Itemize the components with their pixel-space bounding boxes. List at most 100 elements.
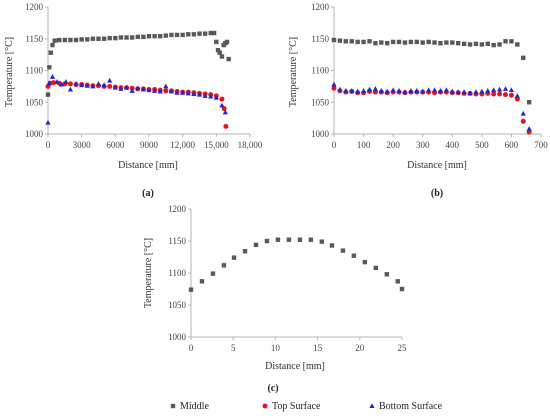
- x-axis-label-b: Distance [mm]: [407, 160, 467, 171]
- data-point: [473, 41, 479, 47]
- data-point: [202, 31, 208, 36]
- data-point: [520, 110, 526, 116]
- data-point: [485, 41, 490, 47]
- data-point: [186, 32, 191, 37]
- x-tick-label: 0: [46, 140, 51, 150]
- data-point: [191, 91, 197, 96]
- y-tick-label: 1150: [311, 34, 329, 44]
- data-point: [101, 82, 107, 88]
- y-tick-label: 1000: [25, 129, 44, 139]
- data-point: [444, 40, 449, 45]
- y-axis-label-c: Temperature [°C]: [143, 238, 154, 308]
- data-point: [242, 249, 248, 254]
- x-tick-label: 100: [357, 140, 371, 150]
- data-point: [219, 102, 225, 108]
- x-axis-label-a: Distance [mm]: [118, 160, 178, 171]
- data-point: [58, 81, 65, 87]
- data-point: [123, 84, 130, 90]
- data-point: [408, 39, 414, 45]
- data-point: [521, 55, 526, 60]
- series-middle-a: [45, 30, 231, 97]
- data-point: [163, 33, 169, 38]
- data-point: [414, 39, 419, 45]
- data-point: [174, 89, 180, 95]
- data-point: [48, 50, 54, 55]
- data-point: [509, 39, 514, 44]
- series-top-surface-b: [331, 85, 532, 135]
- data-point: [443, 87, 449, 93]
- data-point: [479, 88, 485, 94]
- data-point: [264, 238, 270, 244]
- legend: Middle Top Surface Bottom Surface: [170, 401, 443, 412]
- data-point: [515, 42, 520, 47]
- legend-label-bottom-surface: Bottom Surface: [379, 401, 443, 412]
- data-point: [135, 34, 140, 40]
- data-point: [372, 86, 378, 91]
- data-point: [449, 88, 455, 94]
- data-point: [191, 32, 197, 37]
- data-point: [163, 83, 169, 89]
- data-point: [96, 36, 101, 41]
- data-point: [414, 88, 420, 93]
- data-point: [503, 39, 508, 44]
- data-point: [390, 39, 396, 45]
- data-point: [497, 86, 503, 92]
- panel-label-b: (b): [431, 188, 443, 199]
- data-point: [396, 39, 402, 45]
- data-point: [420, 40, 425, 45]
- data-point: [461, 89, 467, 95]
- data-point: [520, 118, 526, 124]
- chart-panel-b: Temperature [°C] Distance [mm] (b) 10001…: [288, 2, 548, 199]
- x-tick-label: 200: [386, 140, 400, 150]
- data-point: [395, 279, 400, 284]
- data-point: [157, 88, 163, 94]
- panel-label-c: (c): [267, 383, 278, 394]
- panel-label-a: (a): [142, 188, 154, 199]
- x-tick-label: 500: [475, 140, 489, 150]
- legend-label-middle: Middle: [180, 401, 209, 412]
- data-point: [373, 265, 379, 271]
- data-point: [329, 243, 335, 248]
- data-point: [497, 91, 503, 97]
- y-tick-label: 1150: [25, 34, 43, 44]
- data-point: [214, 39, 219, 45]
- x-tick-label: 700: [534, 140, 548, 150]
- y-tick-label: 1000: [168, 332, 187, 342]
- data-point: [456, 40, 461, 46]
- data-point: [491, 42, 496, 48]
- data-point: [49, 74, 56, 79]
- data-point: [129, 35, 135, 40]
- data-point: [68, 37, 73, 43]
- chart-panel-c: Temperature [°C] Distance [mm] (c) 1000 1…: [143, 204, 407, 394]
- data-point: [90, 36, 96, 41]
- data-point: [384, 272, 390, 277]
- x-tick-label: 9000: [140, 140, 159, 150]
- x-tick-label: 18,000: [238, 140, 263, 150]
- y-tick-label: 1050: [25, 97, 44, 107]
- data-point: [73, 81, 79, 86]
- data-point: [219, 96, 225, 102]
- data-point: [379, 40, 384, 45]
- data-point: [210, 271, 216, 276]
- data-point: [349, 88, 355, 93]
- data-point: [196, 91, 203, 97]
- data-point: [223, 123, 229, 129]
- data-point: [73, 37, 79, 43]
- data-point: [362, 259, 368, 265]
- data-point: [174, 32, 180, 38]
- data-point: [275, 237, 281, 242]
- data-point: [473, 89, 479, 95]
- data-point: [129, 88, 135, 93]
- data-point: [426, 87, 432, 93]
- data-point: [79, 37, 84, 42]
- data-point: [438, 40, 443, 46]
- data-point: [479, 42, 485, 47]
- data-point: [491, 91, 497, 97]
- data-point: [337, 86, 343, 92]
- x-tick-label: 600: [505, 140, 519, 150]
- data-point: [67, 81, 73, 87]
- data-point: [211, 30, 217, 36]
- data-point: [213, 95, 219, 100]
- data-point: [384, 88, 390, 94]
- data-point: [135, 85, 141, 91]
